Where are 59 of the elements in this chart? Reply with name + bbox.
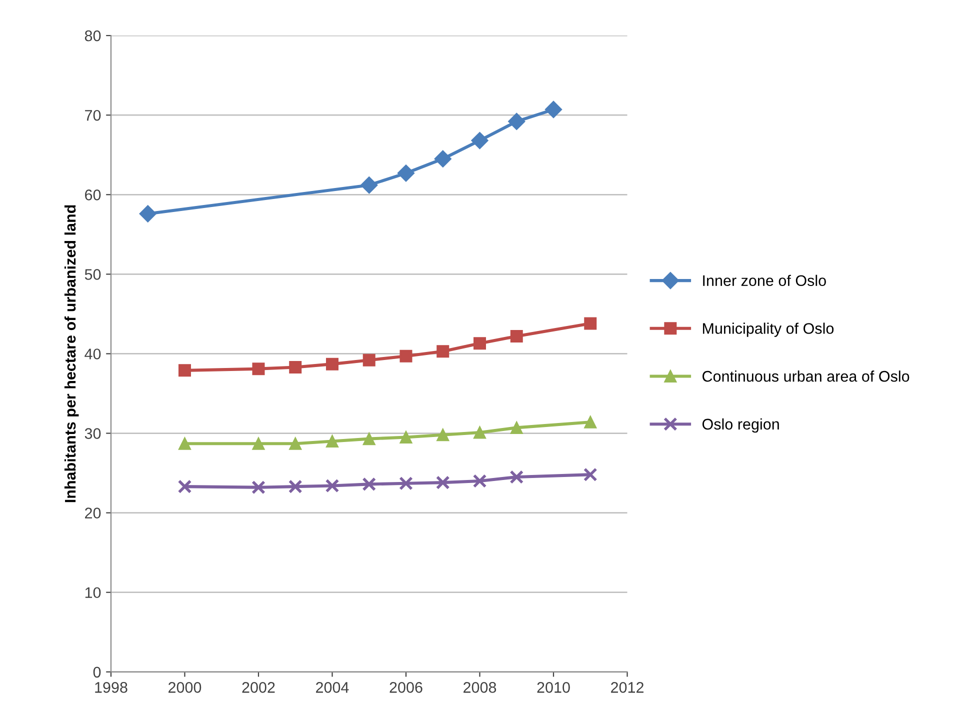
point xyxy=(473,337,486,350)
y-tick-label: 20 xyxy=(85,508,101,518)
point xyxy=(510,330,523,342)
point xyxy=(544,100,562,118)
point xyxy=(400,430,412,444)
y-tick-label: 10 xyxy=(85,587,101,598)
y-tick-label: 70 xyxy=(85,110,101,121)
point xyxy=(326,358,338,370)
y-tick-label: 0 xyxy=(93,666,101,678)
point xyxy=(178,437,191,450)
point xyxy=(400,350,412,362)
x-tick-label: 2002 xyxy=(242,682,275,693)
point xyxy=(471,132,488,150)
point xyxy=(434,150,452,168)
x-tick-label: 1998 xyxy=(95,682,128,693)
point xyxy=(252,480,266,494)
point xyxy=(472,474,487,488)
x-tick-label: 2012 xyxy=(611,682,644,693)
point xyxy=(510,470,524,484)
point xyxy=(473,426,486,439)
point xyxy=(584,416,597,428)
point xyxy=(583,468,598,482)
point xyxy=(178,480,192,494)
x-tick-label: 2004 xyxy=(316,682,349,693)
point xyxy=(436,345,450,358)
point xyxy=(362,477,376,492)
y-tick-label: 60 xyxy=(85,190,101,200)
point xyxy=(397,164,415,182)
y-tick-label: 50 xyxy=(84,269,101,280)
y-tick-label: 80 xyxy=(84,30,101,42)
point xyxy=(289,360,302,374)
point xyxy=(360,176,378,194)
x-tick-label: 2000 xyxy=(168,682,202,693)
y-tick-label: 30 xyxy=(84,428,101,439)
point xyxy=(289,437,302,450)
point xyxy=(362,432,376,446)
point xyxy=(252,437,265,450)
y-tick-label: 40 xyxy=(84,348,101,360)
point xyxy=(436,428,450,442)
legend-label: Inner zone of Oslo xyxy=(703,274,826,286)
point xyxy=(510,421,523,434)
x-tick-label: 2008 xyxy=(464,682,496,693)
point xyxy=(178,364,191,377)
point xyxy=(362,354,376,366)
point xyxy=(508,112,526,130)
x-tick-label: 2006 xyxy=(390,682,422,693)
point xyxy=(399,476,413,490)
legend-label: Continuous urban area of Oslo xyxy=(702,370,910,382)
legend-label: Municipality of Oslo xyxy=(702,322,834,337)
y-axis-title: Inhabitants per hectare of urbanized land xyxy=(64,205,79,502)
legend-label: Oslo region xyxy=(702,418,779,433)
point xyxy=(139,205,156,222)
x-tick-label: 2010 xyxy=(537,682,570,693)
point xyxy=(436,476,450,490)
point xyxy=(584,317,597,330)
point xyxy=(288,480,302,494)
point xyxy=(252,362,265,376)
point xyxy=(325,478,340,493)
point xyxy=(326,434,338,448)
